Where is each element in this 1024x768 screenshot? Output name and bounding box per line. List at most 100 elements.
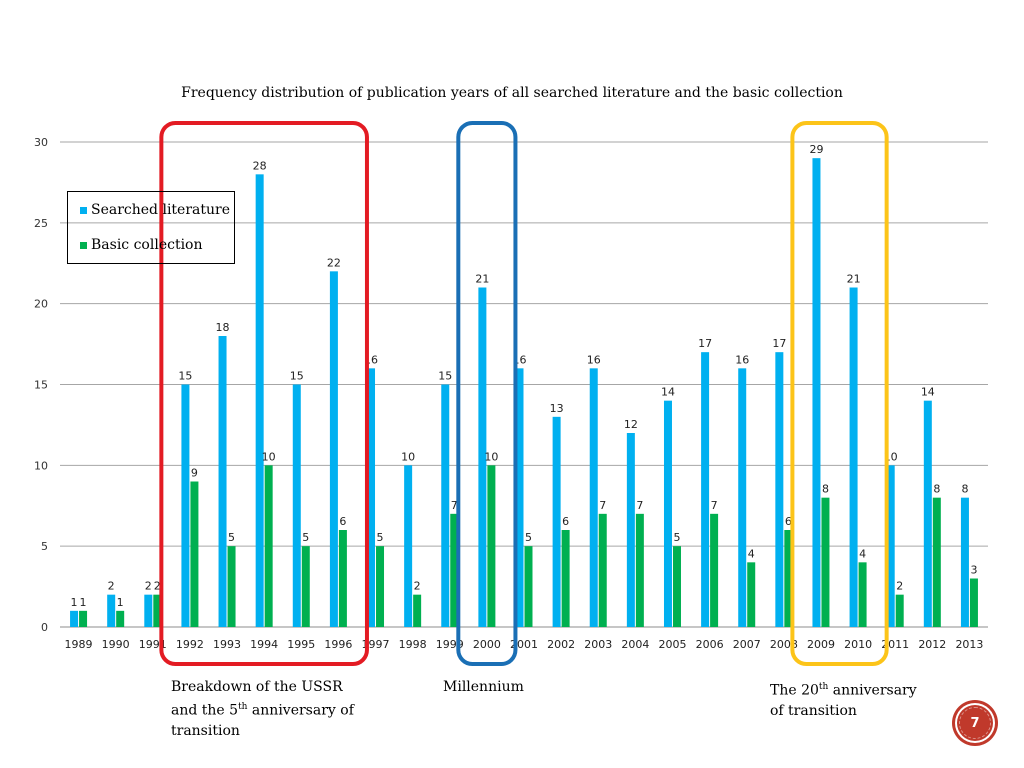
x-tick-label: 2010 <box>844 638 872 651</box>
bar-searched-2011 <box>886 465 895 627</box>
x-tick-label: 2004 <box>621 638 649 651</box>
bar-searched-1989 <box>70 610 79 627</box>
bar-searched-2005 <box>663 400 672 627</box>
data-label: 17 <box>698 337 712 350</box>
bar-basic-1994 <box>264 465 273 627</box>
data-label: 7 <box>711 499 718 512</box>
x-tick-label: 2003 <box>584 638 612 651</box>
bar-basic-2000 <box>487 465 496 627</box>
x-tick-label: 1998 <box>399 638 427 651</box>
data-label: 2 <box>108 580 115 593</box>
data-label: 16 <box>735 353 749 366</box>
data-label: 29 <box>809 143 823 156</box>
bar-searched-2000 <box>478 287 487 627</box>
data-label: 13 <box>550 402 564 415</box>
highlight-box-millennium <box>456 121 518 666</box>
data-label: 9 <box>191 467 198 480</box>
data-label: 22 <box>327 256 341 269</box>
bar-basic-2009 <box>821 497 830 627</box>
y-tick-label: 25 <box>34 217 48 230</box>
x-tick-label: 2007 <box>733 638 761 651</box>
x-tick-label: 2005 <box>658 638 686 651</box>
bar-searched-2012 <box>923 400 932 627</box>
data-label: 6 <box>562 515 569 528</box>
legend-item-searched: Searched literature <box>80 202 230 218</box>
bar-basic-2007 <box>747 562 756 627</box>
data-label: 8 <box>961 483 968 496</box>
data-label: 8 <box>822 483 829 496</box>
annotation-ussr-line1: Breakdown of the USSR <box>171 679 343 695</box>
data-label: 4 <box>748 547 755 560</box>
data-label: 14 <box>921 386 935 399</box>
data-label: 10 <box>401 450 415 463</box>
bar-searched-1995 <box>292 384 301 627</box>
annotation-ussr: Breakdown of the USSR and the 5th annive… <box>171 677 354 741</box>
legend-swatch-basic <box>80 241 87 249</box>
y-tick-label: 0 <box>41 621 48 634</box>
data-label: 2 <box>145 580 152 593</box>
data-label: 2 <box>414 580 421 593</box>
chart-title: Frequency distribution of publication ye… <box>181 85 843 101</box>
y-tick-label: 15 <box>34 379 48 392</box>
annotation-transition: The 20th anniversary of transition <box>770 677 917 721</box>
bar-basic-1997 <box>376 546 385 627</box>
x-tick-label: 2009 <box>807 638 835 651</box>
bar-basic-1990 <box>116 610 125 627</box>
bar-basic-2008 <box>784 530 793 627</box>
bar-basic-1991 <box>153 594 162 627</box>
bar-basic-2011 <box>895 594 904 627</box>
data-label: 7 <box>636 499 643 512</box>
data-label: 7 <box>599 499 606 512</box>
bar-searched-2009 <box>812 158 821 627</box>
bar-searched-2006 <box>701 352 710 627</box>
data-label: 6 <box>785 515 792 528</box>
data-label: 5 <box>302 531 309 544</box>
x-tick-label: 2012 <box>918 638 946 651</box>
data-label: 14 <box>661 386 675 399</box>
bar-searched-1992 <box>181 384 190 627</box>
data-label: 15 <box>438 370 452 383</box>
data-label: 5 <box>228 531 235 544</box>
x-tick-label: 1993 <box>213 638 241 651</box>
data-label: 10 <box>484 450 498 463</box>
bar-basic-2013 <box>969 578 978 627</box>
bar-searched-1997 <box>367 368 376 627</box>
x-tick-label: 1989 <box>65 638 93 651</box>
legend-swatch-searched <box>80 206 87 214</box>
bar-searched-2003 <box>589 368 598 627</box>
data-label: 1 <box>80 596 87 609</box>
data-label: 5 <box>525 531 532 544</box>
page-number: 7 <box>970 715 980 731</box>
data-label: 15 <box>290 370 304 383</box>
bar-basic-1998 <box>413 594 422 627</box>
bar-searched-1994 <box>255 174 264 628</box>
legend-item-basic: Basic collection <box>80 237 203 253</box>
x-tick-label: 1990 <box>102 638 130 651</box>
x-tick-label: 1992 <box>176 638 204 651</box>
chart-legend: Searched literature Basic collection <box>67 191 235 264</box>
x-tick-label: 1995 <box>287 638 315 651</box>
data-label: 2 <box>154 580 161 593</box>
data-label: 16 <box>587 353 601 366</box>
bar-basic-1989 <box>79 610 88 627</box>
x-tick-label: 1994 <box>250 638 278 651</box>
bar-searched-2010 <box>849 287 858 627</box>
x-tick-label: 2006 <box>696 638 724 651</box>
bar-searched-1990 <box>107 594 116 627</box>
bar-basic-2002 <box>561 530 570 627</box>
bar-searched-2013 <box>960 497 969 627</box>
bar-basic-1996 <box>338 530 347 627</box>
data-label: 28 <box>253 159 267 172</box>
bar-basic-1992 <box>190 481 199 627</box>
bar-basic-2001 <box>524 546 533 627</box>
bar-basic-2004 <box>635 513 644 627</box>
legend-label-basic: Basic collection <box>91 237 203 253</box>
x-tick-label: 2000 <box>473 638 501 651</box>
bar-basic-2005 <box>672 546 681 627</box>
bar-basic-1993 <box>227 546 236 627</box>
x-tick-label: 2002 <box>547 638 575 651</box>
y-tick-label: 30 <box>34 136 48 149</box>
bar-basic-2003 <box>598 513 607 627</box>
data-label: 18 <box>216 321 230 334</box>
